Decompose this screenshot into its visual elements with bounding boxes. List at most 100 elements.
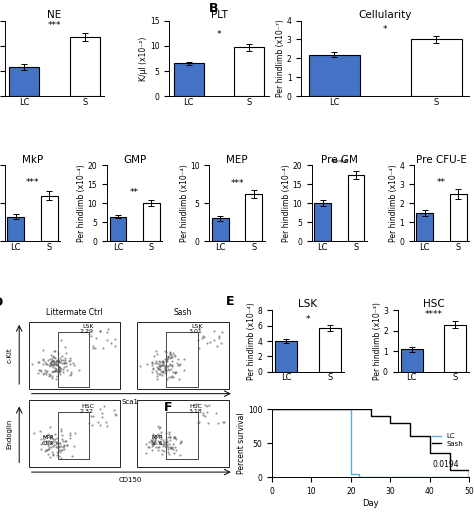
Point bbox=[154, 443, 162, 451]
Point bbox=[55, 363, 63, 371]
Point bbox=[40, 369, 47, 378]
Point bbox=[155, 370, 163, 378]
Point bbox=[159, 357, 166, 365]
Point bbox=[156, 358, 164, 366]
Bar bbox=[58, 412, 89, 459]
Point bbox=[212, 409, 219, 417]
Point bbox=[163, 443, 170, 451]
Text: *: * bbox=[217, 30, 221, 40]
Bar bbox=[212, 219, 228, 241]
Point bbox=[47, 351, 55, 359]
Point bbox=[85, 330, 93, 339]
Point bbox=[55, 366, 63, 374]
Point bbox=[166, 361, 173, 369]
Point bbox=[46, 362, 54, 370]
Point bbox=[155, 365, 162, 373]
Point bbox=[158, 370, 165, 379]
Title: GMP: GMP bbox=[123, 154, 146, 165]
Point bbox=[151, 436, 159, 444]
Y-axis label: Per hindlimb (x10⁻⁴): Per hindlimb (x10⁻⁴) bbox=[77, 165, 86, 242]
Point bbox=[152, 366, 159, 374]
Point bbox=[203, 339, 211, 347]
Point bbox=[48, 358, 55, 366]
Point bbox=[55, 357, 63, 365]
Sash bbox=[269, 406, 275, 412]
Point bbox=[142, 449, 150, 457]
Title: PLT: PLT bbox=[210, 10, 228, 19]
Point bbox=[158, 446, 165, 455]
Point bbox=[214, 342, 221, 350]
Point bbox=[56, 364, 64, 372]
Point bbox=[215, 332, 223, 340]
Bar bbox=[444, 325, 466, 372]
Title: MEP: MEP bbox=[226, 154, 248, 165]
LC bbox=[348, 470, 354, 477]
Point bbox=[162, 347, 169, 355]
Point bbox=[163, 441, 170, 449]
Text: *: * bbox=[383, 25, 387, 34]
Point bbox=[53, 439, 61, 447]
Point bbox=[177, 439, 184, 447]
Point bbox=[41, 447, 49, 456]
Point bbox=[215, 333, 223, 342]
Point bbox=[96, 421, 104, 429]
Point bbox=[49, 448, 56, 457]
Point bbox=[161, 447, 168, 455]
Point bbox=[60, 363, 68, 371]
Point bbox=[104, 336, 111, 344]
Point bbox=[55, 367, 63, 376]
Point bbox=[45, 439, 52, 447]
Point bbox=[158, 450, 166, 458]
Point bbox=[148, 436, 155, 444]
Point bbox=[30, 429, 37, 437]
Point bbox=[103, 422, 110, 430]
Point bbox=[176, 439, 184, 447]
Text: Sash: Sash bbox=[174, 308, 192, 317]
LC bbox=[356, 474, 362, 480]
Text: LSK
2.29: LSK 2.29 bbox=[80, 324, 94, 334]
Point bbox=[205, 401, 212, 409]
Point bbox=[157, 428, 165, 436]
Point bbox=[161, 440, 168, 448]
Point bbox=[66, 354, 73, 362]
Sash bbox=[348, 406, 354, 412]
Point bbox=[155, 437, 162, 445]
Point bbox=[169, 372, 177, 381]
Title: MkP: MkP bbox=[22, 154, 43, 165]
Y-axis label: K/μl (x10⁻²): K/μl (x10⁻²) bbox=[139, 36, 148, 81]
Point bbox=[136, 362, 144, 370]
Point bbox=[173, 359, 181, 367]
Point bbox=[72, 428, 79, 437]
Bar bbox=[348, 175, 365, 241]
Point bbox=[149, 430, 157, 439]
Point bbox=[51, 441, 58, 449]
Point bbox=[63, 441, 71, 449]
Point bbox=[154, 372, 161, 380]
Point bbox=[164, 438, 171, 446]
Point bbox=[167, 444, 175, 452]
Text: F: F bbox=[164, 401, 172, 414]
Point bbox=[49, 363, 56, 371]
Point bbox=[169, 368, 176, 376]
Point bbox=[164, 353, 172, 362]
Point bbox=[50, 357, 58, 365]
Point bbox=[45, 441, 52, 449]
LC bbox=[269, 406, 275, 412]
Point bbox=[52, 357, 59, 365]
Bar bbox=[275, 341, 297, 372]
Point bbox=[59, 443, 67, 451]
Point bbox=[166, 443, 173, 451]
Point bbox=[45, 445, 53, 453]
Point bbox=[58, 430, 65, 439]
Point bbox=[47, 360, 55, 368]
Point bbox=[157, 367, 165, 375]
Point bbox=[167, 373, 174, 381]
Point bbox=[154, 363, 161, 371]
Point bbox=[48, 371, 56, 380]
Point bbox=[148, 359, 155, 367]
Point bbox=[159, 358, 167, 366]
Point bbox=[217, 339, 225, 347]
Point bbox=[163, 437, 171, 445]
Point bbox=[204, 419, 212, 427]
Point bbox=[168, 443, 175, 451]
